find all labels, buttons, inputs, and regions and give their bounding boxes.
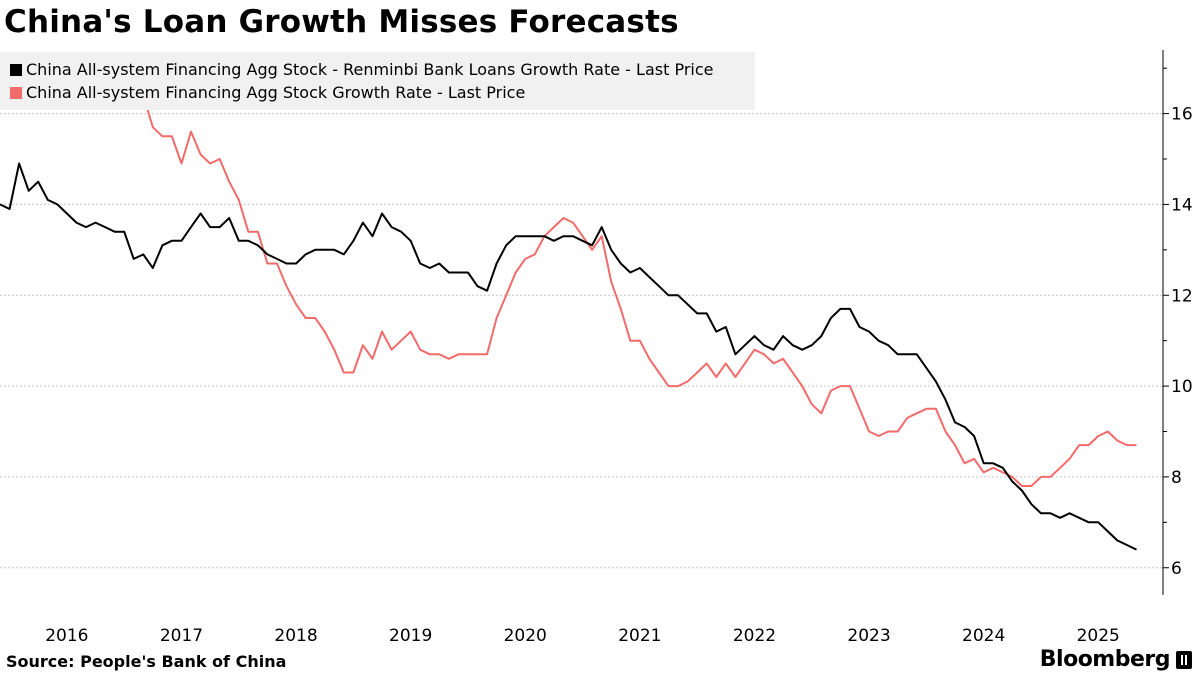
x-tick-label: 2018 (274, 626, 317, 646)
x-tick-label: 2017 (160, 626, 203, 646)
x-tick-label: 2025 (1077, 626, 1120, 646)
legend-label: China All-system Financing Agg Stock - R… (26, 60, 714, 79)
y-tick-label: 6 (1171, 559, 1182, 579)
legend-swatch-black (10, 63, 22, 76)
x-tick-label: 2020 (504, 626, 547, 646)
x-tick-label: 2021 (618, 626, 661, 646)
y-tick-label: 8 (1171, 468, 1182, 488)
legend-swatch-red (10, 86, 22, 99)
x-tick-label: 2016 (45, 626, 88, 646)
y-tick-label: 12 (1171, 286, 1193, 306)
y-tick-label: 10 (1171, 377, 1193, 397)
x-tick-label: 2022 (733, 626, 776, 646)
x-tick-label: 2024 (962, 626, 1005, 646)
legend: China All-system Financing Agg Stock - R… (0, 52, 755, 110)
legend-item-financing: China All-system Financing Agg Stock Gro… (10, 83, 525, 102)
logo-text: Bloomberg (1039, 647, 1171, 672)
legend-label: China All-system Financing Agg Stock Gro… (26, 83, 526, 102)
chart-title: China's Loan Growth Misses Forecasts (4, 4, 679, 40)
series-line-bank-loans (0, 162, 1137, 551)
series-line-aggregate-financing (142, 95, 1137, 487)
bloomberg-mark-icon (1176, 650, 1192, 669)
bloomberg-logo: Bloomberg (1040, 647, 1192, 672)
y-tick-label: 16 (1171, 105, 1193, 125)
x-tick-label: 2019 (389, 626, 432, 646)
y-tick-label: 14 (1171, 195, 1193, 215)
legend-item-loans: China All-system Financing Agg Stock - R… (10, 60, 713, 79)
source-note: Source: People's Bank of China (6, 652, 287, 671)
x-tick-label: 2023 (847, 626, 890, 646)
